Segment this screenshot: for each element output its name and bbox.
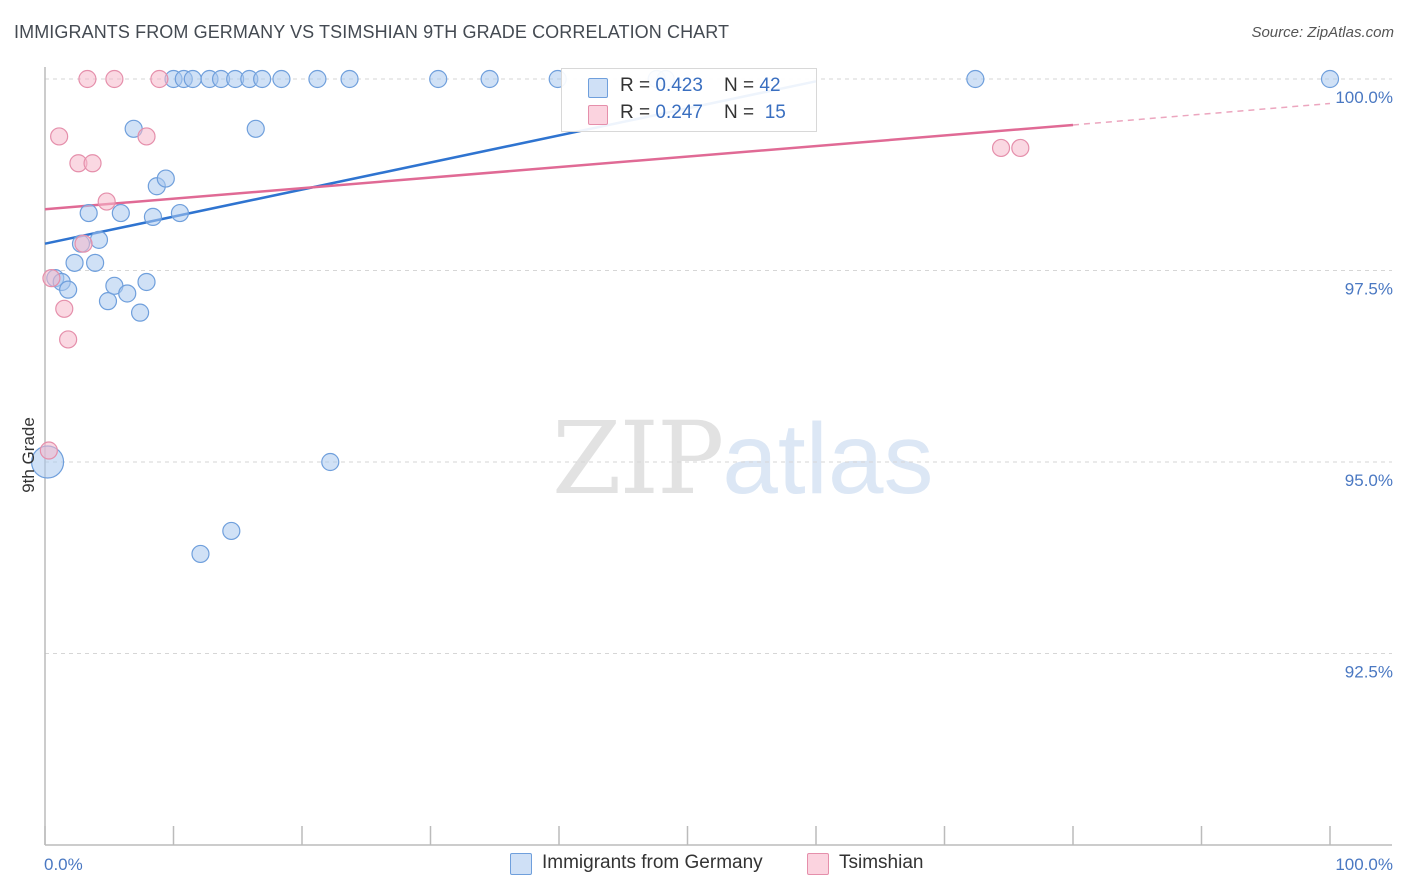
point-germany	[183, 69, 202, 89]
point-germany	[86, 253, 105, 272]
point-tsimshian	[83, 154, 102, 173]
point-germany	[321, 452, 340, 472]
point-germany	[1320, 69, 1340, 89]
point-germany	[253, 69, 272, 89]
point-germany	[111, 203, 130, 223]
point-tsimshian	[50, 127, 69, 146]
data-points	[30, 69, 1340, 564]
x-tick-label-min: 0.0%	[44, 855, 83, 874]
point-tsimshian	[1011, 138, 1030, 158]
point-germany	[59, 280, 78, 299]
point-germany	[137, 272, 156, 292]
point-germany	[272, 69, 291, 89]
bottom-legend-swatch-tsimshian	[807, 853, 829, 875]
point-tsimshian	[39, 441, 58, 460]
point-germany	[222, 521, 241, 541]
legend-r-value: 0.423	[655, 75, 703, 96]
point-tsimshian	[74, 234, 93, 253]
point-germany	[480, 69, 499, 89]
point-germany	[98, 292, 118, 311]
legend-r-value: 0.247	[655, 102, 703, 123]
point-tsimshian	[137, 127, 156, 146]
point-germany	[340, 69, 359, 89]
legend-r-label: R =	[620, 102, 656, 123]
bottom-legend-swatch-germany	[510, 853, 532, 875]
axes	[44, 67, 1392, 846]
point-germany	[246, 119, 265, 138]
point-germany	[65, 253, 84, 272]
bottom-legend-label-tsimshian: Tsimshian	[839, 852, 924, 873]
trend-line-extension	[1072, 102, 1331, 126]
legend-n-label: N =	[724, 75, 760, 96]
watermark-atlas: atlas	[722, 403, 934, 515]
tick-labels: 100.0% 97.5% 95.0% 92.5% 0.0% 100.0%	[44, 88, 1393, 874]
watermark-zip: ZIP	[552, 400, 724, 517]
chart-title: IMMIGRANTS FROM GERMANY VS TSIMSHIAN 9TH…	[14, 22, 730, 42]
point-germany	[308, 69, 327, 89]
point-germany	[191, 544, 210, 564]
point-tsimshian	[78, 69, 97, 89]
point-germany	[118, 284, 137, 303]
point-germany	[143, 207, 163, 226]
legend-n-label: N =	[724, 102, 760, 123]
point-germany	[966, 69, 985, 89]
point-tsimshian	[991, 138, 1011, 158]
legend-swatch-germany	[588, 78, 608, 98]
point-tsimshian	[59, 330, 78, 349]
point-germany	[89, 230, 109, 249]
y-tick-label: 92.5%	[1345, 663, 1393, 682]
trend-line-tsimshian	[44, 123, 1074, 211]
point-tsimshian	[55, 299, 74, 318]
source-label[interactable]: Source: ZipAtlas.com	[1251, 24, 1394, 41]
legend-r-label: R =	[620, 75, 656, 96]
legend-swatch-tsimshian	[588, 105, 608, 125]
point-germany	[170, 203, 190, 223]
point-tsimshian	[105, 69, 124, 89]
stats-legend: R = 0.423 N = 42 R = 0.247 N = 15	[561, 68, 817, 132]
point-germany	[156, 169, 175, 188]
y-axis-title: 9th Grade	[19, 417, 38, 493]
point-tsimshian	[42, 269, 61, 288]
bottom-legend-label-germany: Immigrants from Germany	[542, 852, 763, 873]
point-germany	[79, 203, 98, 223]
watermark: ZIPatlas	[552, 400, 934, 517]
legend-n-value: 15	[764, 102, 786, 123]
x-tick-label-max: 100.0%	[1335, 855, 1393, 874]
point-germany	[429, 69, 448, 89]
point-germany	[130, 303, 150, 322]
point-tsimshian	[150, 69, 169, 89]
y-tick-label: 100.0%	[1335, 88, 1393, 107]
legend-n-value: 42	[759, 75, 781, 96]
point-tsimshian	[97, 192, 116, 211]
y-tick-label: 95.0%	[1345, 471, 1393, 490]
gridlines	[45, 78, 1392, 654]
y-tick-label: 97.5%	[1345, 280, 1393, 299]
